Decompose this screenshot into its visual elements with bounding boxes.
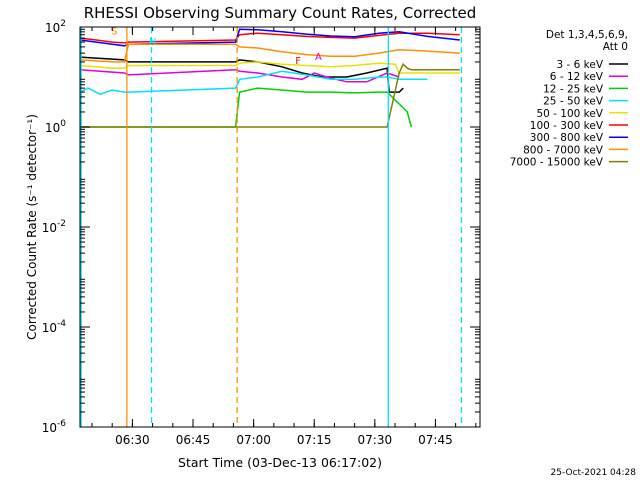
y-axis-label: Corrected Count Rate (s⁻¹ detector⁻¹) bbox=[25, 114, 39, 340]
annotation-2: F bbox=[295, 56, 301, 67]
annotation-0: S bbox=[111, 27, 117, 38]
x-axis-label: Start Time (03-Dec-13 06:17:02) bbox=[178, 455, 382, 470]
x-tick-label-0: 06:30 bbox=[115, 433, 150, 447]
legend-label-7: 800 - 7000 keV bbox=[523, 144, 604, 156]
plot-area bbox=[79, 28, 460, 128]
x-tick-label-3: 07:15 bbox=[297, 433, 332, 447]
series-line-5 bbox=[79, 32, 460, 44]
x-tick-label-4: 07:30 bbox=[358, 433, 393, 447]
y-tick-label-3: 10-4 bbox=[42, 319, 67, 335]
series-line-6 bbox=[79, 28, 460, 47]
x-tick-label-2: 07:00 bbox=[236, 433, 271, 447]
y-tick-label-4: 10-6 bbox=[42, 419, 67, 435]
series-line-7 bbox=[79, 43, 460, 63]
y-axis-ticks: 102 100 10-2 10-4 10-6 bbox=[42, 19, 480, 435]
legend-label-8: 7000 - 15000 keV bbox=[510, 157, 604, 169]
legend-label-5: 100 - 300 keV bbox=[530, 120, 604, 132]
x-tick-label-1: 06:45 bbox=[176, 433, 211, 447]
legend-label-0: 3 - 6 keV bbox=[556, 59, 603, 71]
annotations: S N F A bbox=[111, 27, 322, 67]
legend-label-3: 25 - 50 keV bbox=[543, 96, 604, 108]
time-markers bbox=[80, 27, 463, 427]
series-line-8 bbox=[80, 62, 460, 128]
legend-label-4: 50 - 100 keV bbox=[536, 108, 603, 120]
annotation-3: A bbox=[315, 52, 322, 63]
chart-title: RHESSI Observing Summary Count Rates, Co… bbox=[84, 4, 477, 22]
series-line-1 bbox=[79, 68, 400, 83]
legend-label-1: 6 - 12 keV bbox=[550, 71, 604, 83]
x-axis-ticks: 06:30 06:45 07:00 07:15 07:30 07:45 bbox=[91, 27, 477, 447]
legend-header-0: Det 1,3,4,5,6,9, bbox=[546, 29, 628, 41]
footer-timestamp: 25-Oct-2021 04:28 bbox=[551, 468, 637, 478]
series-line-4 bbox=[79, 61, 460, 74]
annotation-1: N bbox=[149, 36, 156, 47]
legend-label-2: 12 - 25 keV bbox=[543, 83, 604, 95]
y-tick-label-2: 10-2 bbox=[42, 219, 66, 235]
legend-label-6: 300 - 800 keV bbox=[530, 132, 604, 144]
x-tick-label-5: 07:45 bbox=[418, 433, 453, 447]
y-tick-label-0: 102 bbox=[45, 19, 66, 35]
series-line-3 bbox=[79, 70, 428, 96]
y-tick-label-1: 100 bbox=[45, 119, 66, 135]
legend-header-1: Att 0 bbox=[603, 41, 628, 53]
